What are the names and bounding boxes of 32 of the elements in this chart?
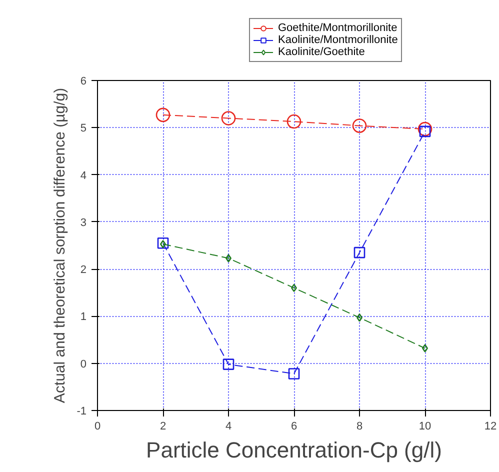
- point: [286, 114, 302, 129]
- point: [354, 246, 366, 258]
- x-tick-label: 10: [418, 420, 432, 432]
- x-tick-label: 8: [356, 420, 363, 432]
- point: [156, 108, 170, 122]
- y-axis-title: Actual and theoretical sorption difference (µg/g): [52, 88, 69, 404]
- point: [221, 111, 236, 126]
- x-tick-label: 12: [484, 420, 497, 432]
- point: [418, 122, 432, 136]
- y-tick-label: 5: [80, 122, 87, 135]
- point: [226, 254, 232, 262]
- point: [157, 237, 169, 249]
- y-tick-label: 6: [80, 76, 87, 88]
- y-tick-label: 0: [80, 358, 87, 370]
- point: [222, 358, 234, 370]
- legend-label: Goethite/Montmorillonite: [278, 22, 398, 34]
- y-tick-label: 3: [80, 216, 87, 229]
- y-tick-label: 1: [80, 311, 87, 324]
- legend-label: Kaolinite/Goethite: [278, 46, 365, 58]
- x-tick-label: 4: [225, 420, 232, 432]
- x-tick-label: 6: [290, 420, 298, 432]
- y-tick-label: 4: [80, 170, 87, 182]
- point: [288, 368, 300, 380]
- x-axis-title: Particle Concentration-Cp (g/l): [146, 438, 442, 462]
- point: [352, 118, 367, 133]
- x-tick-label: 0: [94, 420, 101, 432]
- legend-label: Kaolinite/Montmorillonite: [278, 34, 398, 46]
- x-tick-label: 2: [160, 420, 166, 432]
- point: [422, 344, 428, 352]
- y-tick-label: -1: [76, 406, 86, 418]
- y-tick-label: 2: [80, 264, 87, 276]
- point: [419, 126, 431, 138]
